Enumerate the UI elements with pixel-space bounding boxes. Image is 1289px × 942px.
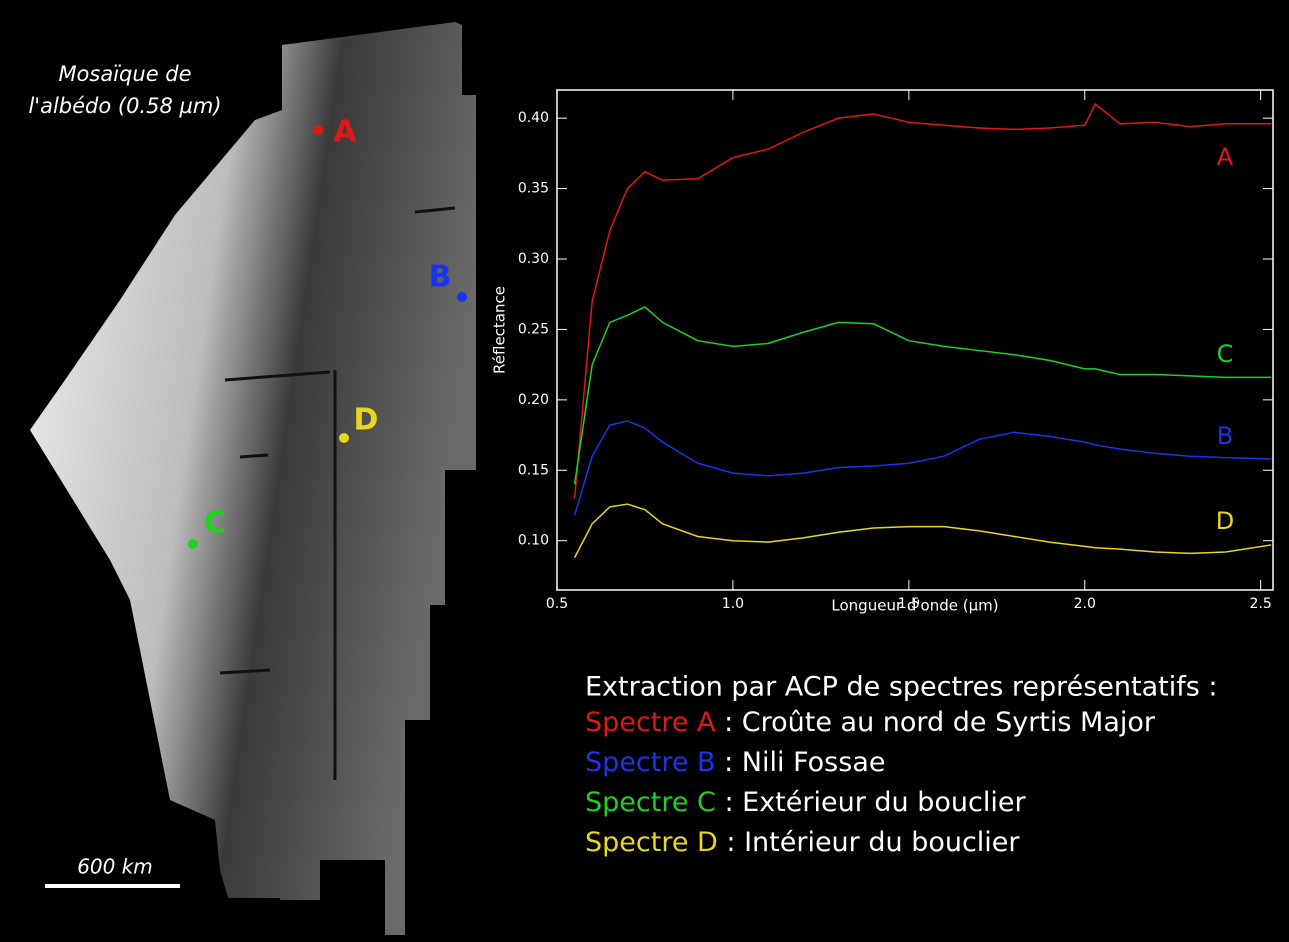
y-tick-label: 0.20 <box>518 392 549 408</box>
map-title: l'albédo (0.58 µm) <box>28 94 221 118</box>
legend-item: Spectre B : Nili Fossae <box>585 747 885 778</box>
map-point-label: D <box>354 403 379 438</box>
x-tick-label: 2.5 <box>1250 596 1272 612</box>
legend-label: Spectre A <box>585 707 716 738</box>
y-tick-label: 0.15 <box>518 462 549 478</box>
series-label: B <box>1217 422 1233 450</box>
y-tick-label: 0.10 <box>518 533 549 549</box>
map-title: Mosaïque de <box>58 62 191 86</box>
legend-item: Spectre D : Intérieur du bouclier <box>585 827 1020 858</box>
map-point <box>339 433 349 443</box>
y-axis-label: Réflectance <box>491 286 509 374</box>
y-tick-label: 0.40 <box>518 110 549 126</box>
map-seams <box>219 206 456 780</box>
series-label: A <box>1217 143 1234 171</box>
legend-label: Spectre C <box>585 787 716 818</box>
y-tick-label: 0.35 <box>518 181 549 197</box>
y-tick-label: 0.25 <box>518 321 549 337</box>
x-axis-label: Longueur d'onde (µm) <box>831 597 998 615</box>
legend-item: Spectre A : Croûte au nord de Syrtis Maj… <box>585 707 1156 738</box>
y-tick-label: 0.30 <box>518 251 549 267</box>
legend-text: : Intérieur du bouclier <box>718 827 1021 858</box>
spectrum-line <box>573 102 1272 499</box>
spectrum-line <box>573 420 1272 516</box>
legend-label: Spectre D <box>585 827 718 858</box>
legend-title: Extraction par ACP de spectres représent… <box>585 672 1217 703</box>
legend-text: : Extérieur du bouclier <box>716 787 1027 818</box>
series-label: D <box>1216 507 1234 535</box>
map-mosaic <box>30 22 476 935</box>
scale-label: 600 km <box>77 855 153 879</box>
legend-text: : Croûte au nord de Syrtis Major <box>716 707 1156 738</box>
map-point <box>313 125 323 135</box>
legend-label: Spectre B <box>585 747 716 778</box>
plot-frame <box>556 89 1274 591</box>
map-point-label: A <box>333 115 357 150</box>
x-tick-label: 0.5 <box>546 596 568 612</box>
legend-item: Spectre C : Extérieur du bouclier <box>585 787 1026 818</box>
spectrum-line <box>573 503 1272 558</box>
map-point-label: C <box>204 506 226 541</box>
x-tick-label: 1.5 <box>898 596 920 612</box>
spectrum-line <box>573 306 1272 485</box>
x-tick-label: 1.0 <box>722 596 744 612</box>
x-tick-label: 2.0 <box>1074 596 1096 612</box>
map-point <box>188 539 198 549</box>
series-label: C <box>1217 340 1234 368</box>
map-point <box>457 292 467 302</box>
map-point-label: B <box>429 260 452 295</box>
legend-text: : Nili Fossae <box>716 747 886 778</box>
